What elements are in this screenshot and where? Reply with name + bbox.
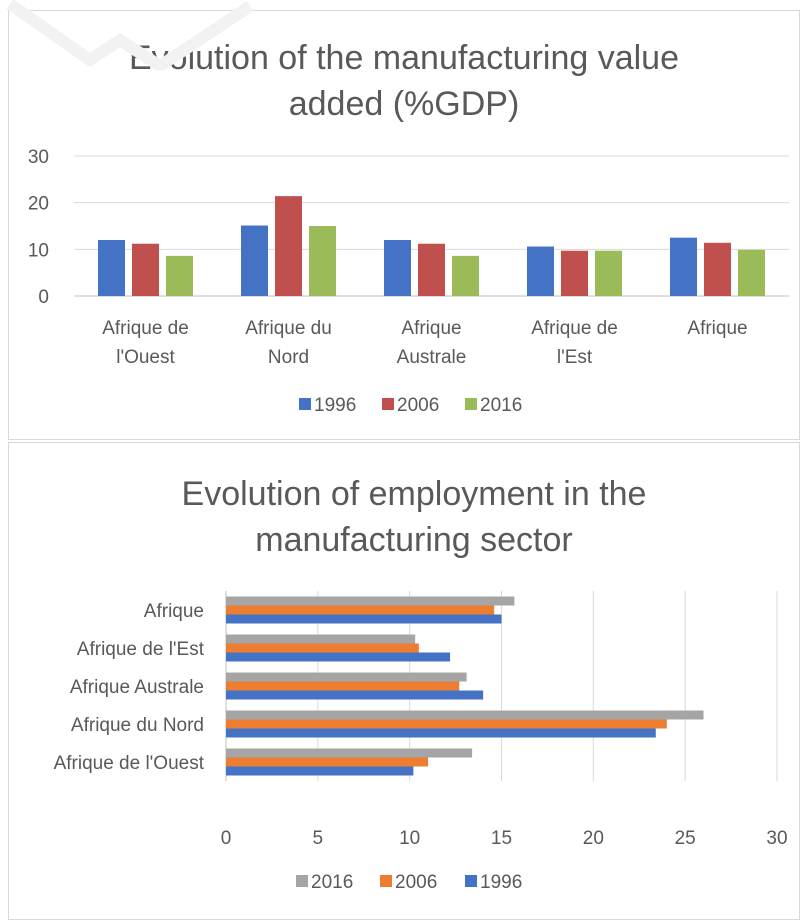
bar-1996 <box>226 614 502 624</box>
legend-label: 2006 <box>397 395 439 416</box>
x-category-label: l'Ouest <box>116 347 175 368</box>
bar-2016 <box>226 634 416 644</box>
chart-title-line: added (%GDP) <box>289 85 520 123</box>
bar-1996 <box>226 766 414 776</box>
bar-2006 <box>226 605 495 615</box>
legend-swatch-1996 <box>299 398 311 410</box>
x-tick-label: 10 <box>399 828 420 849</box>
bar-1996 <box>527 246 554 296</box>
bar-2006 <box>132 243 159 296</box>
legend-label: 2016 <box>480 395 522 416</box>
legend-swatch-2006 <box>380 875 392 887</box>
bar-2006 <box>226 681 460 691</box>
x-tick-label: 5 <box>313 828 324 849</box>
legend-label: 2016 <box>311 872 353 893</box>
x-category-label: Afrique <box>687 318 747 339</box>
chart-title-line: Evolution of the manufacturing value <box>129 39 679 77</box>
bar-1996 <box>226 728 656 738</box>
gdp-chart-panel: Evolution of the manufacturing value adde… <box>8 10 800 440</box>
bar-2016 <box>738 249 765 296</box>
y-tick-label: 0 <box>38 287 49 308</box>
x-category-label: Australe <box>397 347 467 368</box>
employment-bar-chart: Evolution of employment in the manufactur… <box>54 475 788 893</box>
y-category-label: Afrique <box>144 601 204 622</box>
legend-swatch-2006 <box>382 398 394 410</box>
bar-2006 <box>226 719 667 729</box>
bar-1996 <box>226 652 451 662</box>
y-category-label: Afrique de l'Ouest <box>54 753 205 774</box>
y-tick-label: 30 <box>28 147 49 168</box>
y-tick-label: 20 <box>28 194 49 215</box>
bar-2016 <box>595 250 622 296</box>
legend-swatch-1996 <box>465 875 477 887</box>
x-category-label: Nord <box>268 347 309 368</box>
y-tick-label: 10 <box>28 240 49 261</box>
bar-2016 <box>309 226 336 296</box>
y-category-label: Afrique Australe <box>70 677 204 698</box>
y-category-label: Afrique du Nord <box>71 715 204 736</box>
bar-2006 <box>275 196 302 296</box>
watermark-logo <box>6 0 254 70</box>
chart-title-line: manufacturing sector <box>255 521 573 559</box>
x-category-label: Afrique de <box>102 318 189 339</box>
bar-1996 <box>98 240 125 296</box>
x-tick-label: 15 <box>491 828 512 849</box>
bar-2016 <box>452 255 479 296</box>
legend-swatch-2016 <box>465 398 477 410</box>
legend-label: 1996 <box>480 872 522 893</box>
bar-2016 <box>166 255 193 296</box>
x-category-label: Afrique <box>401 318 461 339</box>
bar-2016 <box>226 710 704 720</box>
bar-2006 <box>226 757 429 767</box>
bar-1996 <box>384 240 411 296</box>
legend-label: 2006 <box>395 872 437 893</box>
gdp-bar-chart: Evolution of the manufacturing value adde… <box>28 39 789 416</box>
x-tick-label: 25 <box>675 828 696 849</box>
chart-title-line: Evolution of employment in the <box>182 475 647 513</box>
bar-2006 <box>561 250 588 296</box>
employment-chart-panel: Evolution of employment in the manufactur… <box>8 442 800 920</box>
y-category-label: Afrique de l'Est <box>77 639 205 660</box>
x-category-label: l'Est <box>557 347 593 368</box>
x-category-label: Afrique de <box>531 318 618 339</box>
legend-swatch-2016 <box>296 875 308 887</box>
bar-2016 <box>226 748 473 758</box>
x-category-label: Afrique du <box>245 318 332 339</box>
bar-2016 <box>226 596 515 606</box>
bar-2006 <box>704 242 731 296</box>
bar-2016 <box>226 672 467 682</box>
bar-1996 <box>226 690 484 700</box>
x-tick-label: 30 <box>766 828 787 849</box>
bar-1996 <box>241 225 268 296</box>
legend-label: 1996 <box>314 395 356 416</box>
bar-2006 <box>226 643 419 653</box>
x-tick-label: 20 <box>583 828 604 849</box>
bar-2006 <box>418 243 445 296</box>
x-tick-label: 0 <box>221 828 232 849</box>
bar-1996 <box>670 237 697 296</box>
